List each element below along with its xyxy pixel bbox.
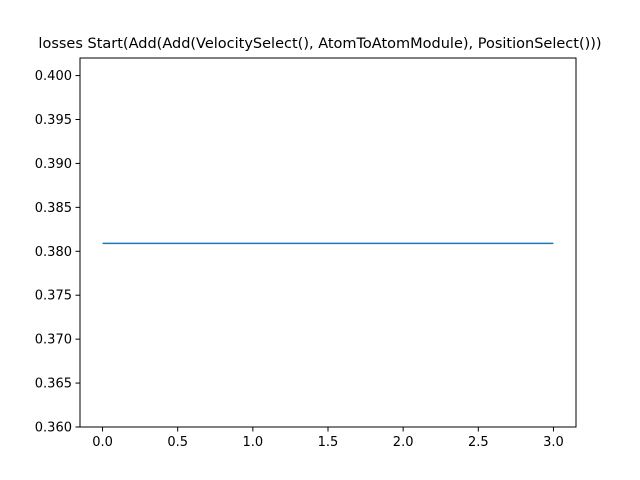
y-tick-label: 0.375 bbox=[35, 289, 72, 304]
x-tick-label: 1.5 bbox=[318, 435, 339, 450]
x-tick-label: 0.0 bbox=[92, 435, 113, 450]
y-tick-label: 0.390 bbox=[35, 157, 72, 172]
x-tick-label: 0.5 bbox=[167, 435, 188, 450]
x-tick-label: 3.0 bbox=[543, 435, 564, 450]
y-tick-label: 0.385 bbox=[35, 201, 72, 216]
x-tick-label: 2.5 bbox=[468, 435, 489, 450]
chart-title: losses Start(Add(Add(VelocitySelect(), A… bbox=[38, 36, 601, 52]
plot-frame bbox=[79, 57, 577, 428]
x-tick-label: 2.0 bbox=[393, 435, 414, 450]
y-axis: 0.360 0.365 0.370 0.375 0.380 0.385 0.390 0.395… bbox=[35, 69, 80, 436]
y-tick-label: 0.400 bbox=[35, 69, 72, 84]
x-tick-label: 1.0 bbox=[243, 435, 264, 450]
y-tick-label: 0.365 bbox=[35, 377, 72, 392]
y-tick-label: 0.360 bbox=[35, 421, 72, 436]
y-tick-label: 0.380 bbox=[35, 245, 72, 260]
y-tick-label: 0.370 bbox=[35, 333, 72, 348]
x-axis: 0.0 0.5 1.0 1.5 2.0 2.5 3.0 bbox=[92, 427, 564, 450]
y-tick-label: 0.395 bbox=[35, 113, 72, 128]
